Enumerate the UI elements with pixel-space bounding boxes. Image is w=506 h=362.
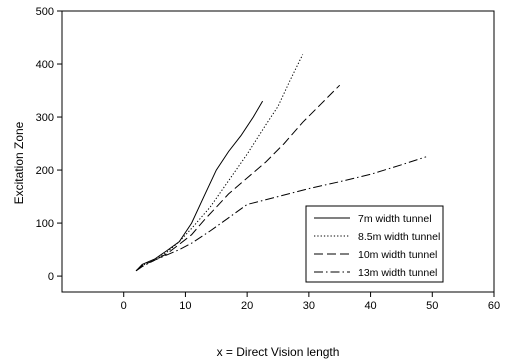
legend-label-3: 10m width tunnel — [358, 249, 437, 261]
y-axis-title: Excitation Zone — [12, 121, 26, 204]
series-line-4 — [135, 156, 427, 272]
x-tick-label: 10 — [179, 300, 191, 312]
plot-area-frame — [61, 10, 495, 293]
legend-label-2: 8.5m width tunnel — [358, 231, 440, 243]
x-axis-title: x = Direct Vision length — [217, 345, 340, 359]
series-line-3 — [135, 84, 341, 272]
y-tick-label: 300 — [36, 112, 54, 124]
legend-box — [305, 205, 444, 283]
legend-label-1: 7m width tunnel — [358, 213, 432, 225]
y-tick-label: 200 — [36, 165, 54, 177]
x-tick-label: 50 — [426, 300, 438, 312]
x-tick-label: 40 — [364, 300, 376, 312]
x-tick-label: 60 — [488, 300, 500, 312]
y-tick-label: 500 — [36, 6, 54, 18]
series-line-1 — [135, 100, 264, 272]
x-tick-label: 30 — [303, 300, 315, 312]
y-tick-label: 400 — [36, 59, 54, 71]
x-tick-label: 0 — [121, 300, 127, 312]
series-line-2 — [135, 54, 304, 272]
legend-label-4: 13m width tunnel — [358, 267, 437, 279]
y-tick-label: 100 — [36, 218, 54, 230]
x-tick-label: 20 — [241, 300, 253, 312]
y-tick-label: 0 — [48, 271, 54, 283]
